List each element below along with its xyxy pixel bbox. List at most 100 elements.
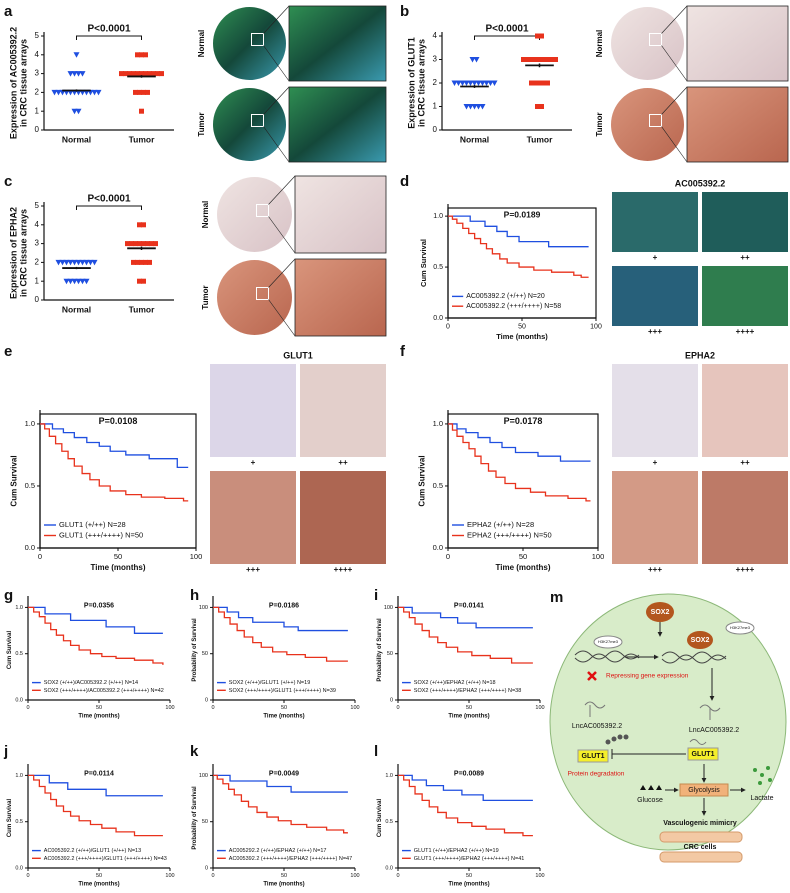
y-tick-label: 0.5 [15, 819, 23, 825]
point [471, 80, 478, 86]
point [147, 259, 152, 265]
zoom-link [268, 299, 296, 337]
x-tick-label: 50 [96, 873, 102, 879]
zoom-box [649, 33, 662, 46]
point [51, 89, 58, 96]
panel-letter: j [3, 743, 8, 760]
dna [574, 650, 640, 663]
zoom-link [661, 86, 688, 115]
point [83, 259, 90, 266]
x-tick-label: Tumor [129, 134, 156, 144]
panel-letter: m [550, 589, 563, 606]
survival-curve [40, 423, 189, 469]
survival-curve [213, 774, 348, 793]
legend-label: SOX2 (+++/++++)/EPHA2 (+++/++++) N=38 [414, 688, 521, 694]
x-tick-label: 50 [281, 873, 287, 879]
point [75, 278, 82, 285]
cell-layer [659, 851, 743, 863]
y-tick-label: 50 [202, 651, 208, 657]
row-label: Tumor [595, 112, 604, 136]
x-tick-label: 100 [190, 552, 203, 561]
label: Vasculogenic mimicry [663, 820, 737, 827]
label: Glycolysis [688, 787, 720, 794]
label: Lactate [751, 795, 774, 802]
x-tick-label: 100 [165, 705, 174, 711]
grade-label: + [653, 458, 658, 467]
point [473, 57, 480, 63]
x-tick-label: 100 [350, 705, 359, 711]
legend-label: AC005392.2 (+++/++++) N=58 [466, 303, 561, 310]
y-tick-label: 0.0 [433, 543, 443, 552]
legend-label: AC005392.2 (+/++)/GLUT1 (+/++) N=13 [44, 848, 141, 854]
label: Protein degradation [568, 771, 625, 778]
x-tick-label: 100 [590, 323, 602, 330]
y-axis-label: Expression of EPHA2 [8, 207, 18, 299]
micrograph [612, 266, 698, 326]
label: Repressing gene expression [606, 673, 689, 680]
y-tick-label: 0.0 [25, 543, 35, 552]
micrograph [294, 175, 387, 254]
panel-letter: l [374, 743, 378, 760]
point [159, 71, 164, 77]
survival-curve [28, 774, 163, 837]
dna [661, 651, 727, 664]
x-axis-label: Time (months) [448, 714, 489, 720]
point [139, 108, 144, 114]
point [79, 71, 86, 77]
annotation: P=0.0356 [84, 602, 114, 609]
zoom-link [268, 258, 296, 288]
row-label: Normal [595, 30, 604, 58]
annotation: P<0.0001 [485, 24, 529, 35]
y-axis-label: Cum Survival [7, 631, 13, 670]
label: SOX2 [651, 609, 670, 616]
x-tick-label: 100 [165, 873, 174, 879]
glut1-node [687, 747, 719, 761]
point [479, 80, 486, 86]
x-tick-label: 50 [114, 552, 122, 561]
y-axis-label: in CRC tissue arrays [18, 39, 28, 127]
y-tick-label: 1.0 [433, 419, 443, 428]
point [553, 57, 558, 62]
point [139, 71, 144, 77]
y-tick-label: 0 [433, 125, 438, 134]
y-tick-label: 4 [433, 31, 438, 40]
point [79, 259, 86, 266]
point [87, 259, 94, 266]
point [483, 80, 490, 86]
point [135, 52, 140, 58]
y-tick-label: 0.5 [385, 819, 393, 825]
x-tick-label: 100 [350, 873, 359, 879]
survival-curve [398, 774, 533, 837]
survival-curve [398, 606, 533, 629]
y-tick-label: 1.0 [25, 419, 35, 428]
x-tick-label: 0 [396, 705, 399, 711]
micrograph [702, 471, 788, 564]
panel-letter: g [4, 587, 13, 604]
survival-curve [28, 606, 163, 634]
micrograph [288, 5, 387, 82]
point [127, 71, 132, 77]
point [529, 57, 534, 62]
zoom-box [251, 114, 264, 127]
point [75, 108, 82, 115]
y-axis-label: Expression of AC005392.2 [8, 27, 18, 139]
y-axis-label: Expression of GLUT1 [406, 37, 416, 129]
y-tick-label: 1 [35, 276, 40, 285]
point [529, 80, 534, 86]
annotation: P=0.0178 [504, 416, 543, 426]
repress-x [587, 671, 597, 681]
legend-label: EPHA2 (+/++) N=28 [467, 520, 534, 529]
x-tick-label: 50 [466, 873, 472, 879]
sox2-node [687, 631, 713, 649]
point [537, 57, 542, 62]
point [79, 278, 86, 285]
point [153, 241, 158, 247]
y-tick-label: 0 [35, 125, 40, 134]
point [521, 57, 526, 62]
significance-bracket [76, 35, 142, 40]
y-tick-label: 0.0 [15, 697, 23, 703]
zoom-box [256, 287, 269, 300]
rna [584, 701, 606, 717]
annotation: P=0.0049 [269, 770, 299, 777]
point [463, 104, 470, 110]
